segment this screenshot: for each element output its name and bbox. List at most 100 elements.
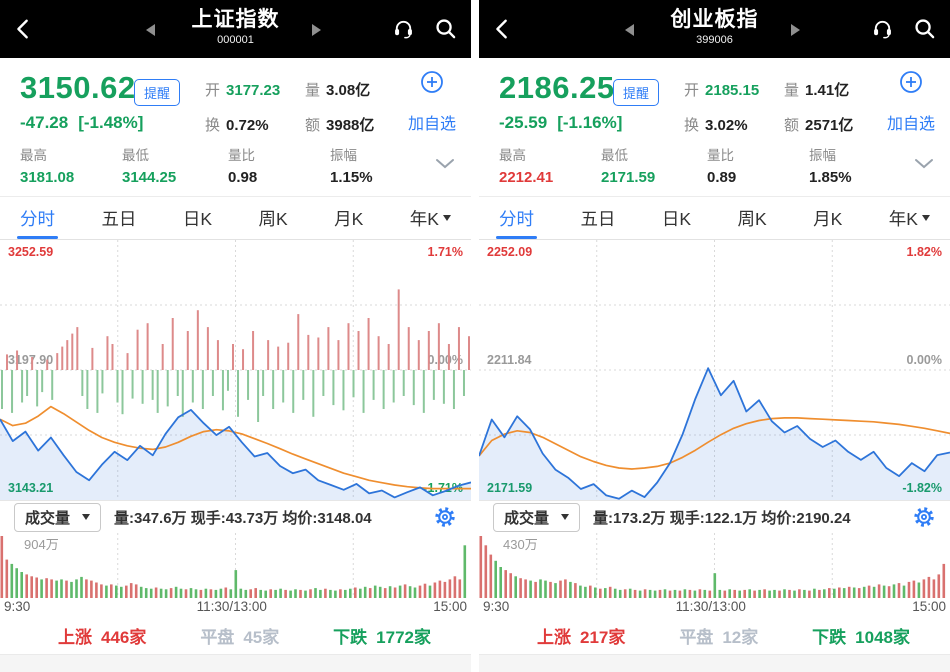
caret-down-icon [561, 514, 570, 520]
volume-bar-down [304, 590, 307, 598]
settings-gear-icon[interactable] [433, 505, 457, 529]
tab-yearly-k[interactable]: 年K [889, 197, 930, 239]
delta-bar-down [372, 370, 375, 400]
volume-bar-down [852, 587, 856, 598]
volume-bar-down [604, 588, 607, 598]
volume-bar-down [179, 588, 183, 598]
volume-bar-down [773, 589, 776, 598]
volume-bar-up [509, 573, 512, 598]
tab-monthly-k[interactable]: 月K [813, 208, 843, 229]
volume-bar-up [125, 585, 128, 598]
tab-daily-k[interactable]: 日K [182, 208, 213, 229]
search-icon[interactable] [913, 17, 936, 40]
volume-chart[interactable]: 430万 [479, 533, 950, 598]
next-index-icon[interactable] [312, 24, 321, 36]
tab-monthly-k[interactable]: 月K [334, 208, 364, 229]
delta-bar-down [272, 370, 275, 409]
open-label: 开 [684, 82, 700, 99]
period-tabs: 分时 五日 日K 周K 月K 年K [0, 196, 471, 240]
delta-bar-up [186, 331, 189, 370]
volume-bar-down [120, 586, 123, 598]
volume-bar-down [234, 570, 238, 598]
next-index-icon[interactable] [791, 24, 800, 36]
volume-bar-up [524, 579, 527, 598]
tab-minute[interactable]: 分时 [17, 197, 58, 239]
delta-bar-up [136, 329, 139, 370]
volume-bar-down [539, 579, 542, 598]
minute-chart[interactable]: 3252.59 1.71% 3197.90 0.00% 3143.21 -1.7… [0, 240, 471, 500]
delta-bar-down [342, 370, 345, 411]
volume-bar-up [678, 590, 682, 598]
volume-bar-up [808, 590, 811, 598]
delta-bar-up [347, 323, 350, 370]
delta-bar-up [447, 344, 450, 370]
back-icon[interactable] [491, 17, 513, 41]
turnover-label: 换 [684, 117, 700, 134]
customer-service-icon[interactable] [871, 17, 894, 40]
settings-gear-icon[interactable] [912, 505, 936, 529]
volume-bar-up [458, 579, 462, 598]
volume-bar-down [768, 590, 771, 598]
volume-bar-down [673, 589, 677, 598]
volume-chart[interactable]: 904万 [0, 533, 471, 598]
volume-bar-up [763, 589, 766, 598]
time-label: 11:30/13:00 [196, 599, 267, 614]
customer-service-icon[interactable] [392, 17, 415, 40]
volume-bar-down [499, 567, 502, 598]
time-label: 15:00 [912, 599, 946, 614]
volume-bar-down [638, 590, 642, 598]
volume-bar-up [224, 587, 228, 598]
volume-bar-up [743, 589, 746, 598]
add-watchlist-button[interactable]: 加自选 [399, 70, 465, 134]
volume-bar-up [100, 584, 103, 598]
volume-bar-up [857, 588, 861, 598]
stat-low: 最低 2171.59 [601, 148, 656, 186]
expand-chevron-icon[interactable] [914, 158, 934, 169]
volume-bar-down [823, 589, 826, 598]
volume-bar-up [489, 554, 493, 598]
market-breadth: 上涨 446家 平盘 45家 下跌 1772家 [0, 616, 471, 654]
tab-weekly-k[interactable]: 周K [258, 208, 288, 229]
volume-bar-down [373, 585, 377, 598]
delta-bar-down [21, 370, 24, 403]
volume-bar-up [932, 579, 936, 598]
tab-five-day[interactable]: 五日 [580, 208, 616, 229]
price-area-fill [0, 409, 471, 500]
search-icon[interactable] [434, 17, 457, 40]
alert-button[interactable]: 提醒 [134, 79, 181, 106]
volume-bar-up [249, 589, 252, 598]
volume-bar-up [199, 589, 203, 598]
volume-bar-up [169, 588, 173, 598]
delta-bar-down [422, 370, 425, 413]
volume-bar-down [398, 585, 402, 598]
average-price-line [0, 405, 471, 490]
volume-bar-down [80, 576, 83, 598]
prev-index-icon[interactable] [146, 24, 155, 36]
delta-bar-up [297, 314, 300, 370]
volume-chart-canvas [0, 533, 467, 598]
indicator-dropdown[interactable]: 成交量 [493, 502, 581, 532]
delta-bar-down [432, 370, 435, 400]
alert-button[interactable]: 提醒 [613, 79, 660, 106]
tab-weekly-k[interactable]: 周K [737, 208, 767, 229]
volume-bar-down [413, 587, 417, 598]
back-icon[interactable] [12, 17, 34, 41]
tab-daily-k[interactable]: 日K [661, 208, 692, 229]
plus-circle-icon [900, 71, 922, 93]
indicator-dropdown[interactable]: 成交量 [14, 502, 102, 532]
volume-bar-down [349, 588, 352, 598]
add-watchlist-button[interactable]: 加自选 [878, 70, 944, 134]
volume-bar-up [912, 580, 916, 598]
expand-chevron-icon[interactable] [435, 158, 455, 169]
tab-five-day[interactable]: 五日 [101, 208, 137, 229]
delta-bar-down [362, 370, 365, 413]
volume-bar-down [613, 588, 617, 598]
volume-bar-down [494, 560, 497, 598]
minute-chart[interactable]: 2252.09 1.82% 2211.84 0.00% 2171.59 -1.8… [479, 240, 950, 500]
tab-yearly-k[interactable]: 年K [410, 197, 451, 239]
prev-index-icon[interactable] [625, 24, 634, 36]
volume-bar-down [703, 589, 707, 598]
tab-minute[interactable]: 分时 [496, 197, 537, 239]
decliners: 下跌 1048家 [812, 627, 910, 647]
delta-bar-down [322, 370, 325, 396]
